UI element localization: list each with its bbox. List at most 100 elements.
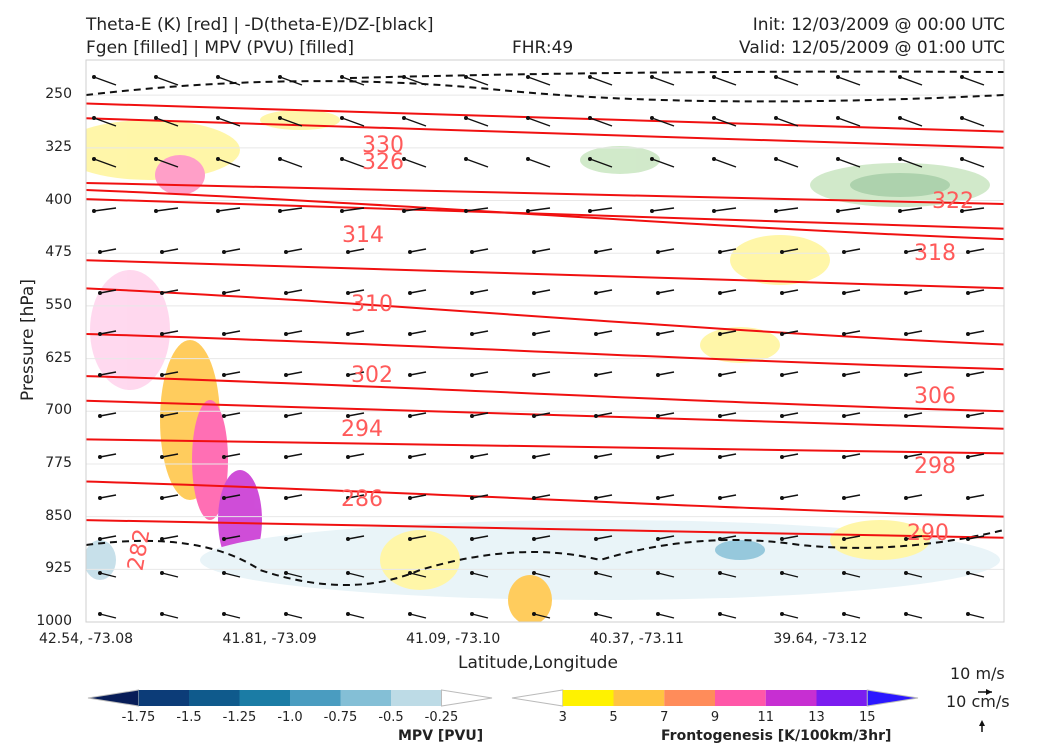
wind-vector-head <box>532 414 536 418</box>
wind-vector-head <box>842 414 846 418</box>
wind-vector-head <box>904 373 908 377</box>
wind-vector <box>471 494 489 499</box>
wind-vector-head <box>960 116 964 120</box>
wind-vector-head <box>904 537 908 541</box>
wind-vector <box>899 76 923 86</box>
wind-vector-head <box>408 250 412 254</box>
wind-vector-head <box>284 250 288 254</box>
wind-vector <box>905 535 923 540</box>
wind-vector <box>533 371 551 376</box>
wind-vector <box>843 330 861 335</box>
colorbar-tick: -0.5 <box>378 710 404 725</box>
wind-vector-head <box>966 250 970 254</box>
wind-vector <box>657 330 675 335</box>
wind-vector <box>595 572 613 578</box>
wind-vector-head <box>160 291 164 295</box>
wind-vector <box>223 453 241 458</box>
wind-vector-head <box>160 332 164 336</box>
wind-vector <box>341 158 365 168</box>
x-tick-label: 42.54, -73.08 <box>38 631 134 647</box>
wind-vector-head <box>346 250 350 254</box>
wind-vector-head <box>712 157 716 161</box>
wind-vector <box>161 289 179 294</box>
wind-vector-head <box>650 209 654 213</box>
wind-vector-head <box>222 537 226 541</box>
wind-vector <box>99 371 117 376</box>
wind-vector <box>967 330 985 335</box>
wind-vector-head <box>712 116 716 120</box>
wind-vector-head <box>532 291 536 295</box>
wind-vector-head <box>718 571 722 575</box>
wind-vector-head <box>154 209 158 213</box>
wind-vector <box>341 76 365 86</box>
filled-contour <box>90 270 170 390</box>
wind-vector-head <box>966 414 970 418</box>
wind-vector <box>843 289 861 294</box>
wind-vector <box>347 453 365 458</box>
wind-vector <box>99 453 117 458</box>
wind-vector-head <box>284 373 288 377</box>
wind-vector <box>285 494 303 499</box>
wind-vector-head <box>402 116 406 120</box>
valid-time: Valid: 12/05/2009 @ 01:00 UTC <box>739 38 1005 58</box>
wind-vector <box>781 289 799 294</box>
wind-vector <box>471 248 489 253</box>
wind-vector-head <box>216 209 220 213</box>
wind-vector-head <box>470 373 474 377</box>
wind-vector-head <box>904 291 908 295</box>
wind-vector <box>719 494 737 499</box>
y-tick-label: 250 <box>45 86 72 103</box>
wind-vector <box>719 453 737 458</box>
wind-vector <box>651 207 675 212</box>
wind-vector <box>533 613 551 619</box>
wind-vector-head <box>966 373 970 377</box>
wind-vector-head <box>960 157 964 161</box>
wind-vector <box>905 572 923 578</box>
wind-vector <box>347 494 365 499</box>
wind-vector <box>341 207 365 212</box>
wind-vector-head <box>836 116 840 120</box>
wind-vector-head <box>470 612 474 616</box>
wind-vector-head <box>98 332 102 336</box>
wind-vector <box>651 158 675 168</box>
wind-vector <box>99 330 117 335</box>
wind-vector-head <box>98 612 102 616</box>
wind-vector <box>527 117 551 127</box>
wind-vector <box>403 76 427 86</box>
wind-vector-head <box>966 496 970 500</box>
wind-vector-head <box>966 612 970 616</box>
theta-e-label: 314 <box>342 223 384 248</box>
theta-e-label: 306 <box>914 384 956 409</box>
wind-vector <box>347 371 365 376</box>
wind-vector-head <box>960 209 964 213</box>
wind-vector <box>471 453 489 458</box>
wind-vector-head <box>898 209 902 213</box>
colorbar-tick: -1.5 <box>176 710 202 725</box>
wind-vector-head <box>594 455 598 459</box>
wind-vector-head <box>222 496 226 500</box>
vector-key-horizontal: 10 m/s <box>950 664 1005 683</box>
wind-vector <box>223 412 241 417</box>
wind-vector-head <box>222 250 226 254</box>
theta-e-contour <box>86 480 1004 518</box>
wind-vector <box>99 248 117 253</box>
x-tick-label: 40.37, -73.11 <box>589 631 684 647</box>
wind-vector <box>843 494 861 499</box>
wind-vector-head <box>656 332 660 336</box>
wind-vector <box>285 289 303 294</box>
wind-vector <box>285 371 303 376</box>
wind-vector <box>713 76 737 86</box>
wind-vector-head <box>780 571 784 575</box>
wind-vector <box>471 289 489 294</box>
wind-vector-head <box>780 373 784 377</box>
wind-vector-head <box>780 612 784 616</box>
wind-vector <box>409 572 427 578</box>
wind-vector <box>905 412 923 417</box>
wind-vector-head <box>92 209 96 213</box>
wind-vector <box>465 76 489 86</box>
wind-vector <box>905 330 923 335</box>
filled-contour <box>850 173 950 197</box>
wind-vector-head <box>774 157 778 161</box>
forecast-hour: FHR:49 <box>512 38 574 58</box>
wind-vector <box>161 572 179 578</box>
